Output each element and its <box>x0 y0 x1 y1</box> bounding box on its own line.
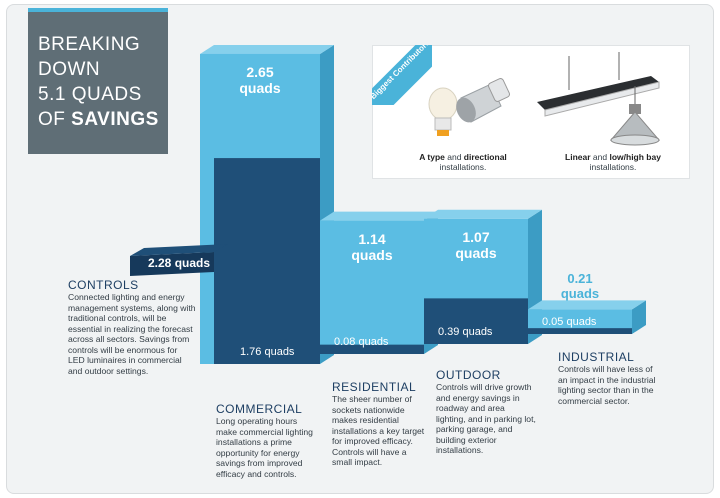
commercial-desc: Long operating hours make commercial lig… <box>216 416 313 479</box>
outdoor-total-unit: quads <box>455 244 497 261</box>
commercial-total-label: 2.65 quads <box>200 64 320 96</box>
controls-desc: Connected lighting and energy management… <box>68 292 196 376</box>
industrial-desc: Controls will have less of an impact in … <box>558 364 656 406</box>
linear-fixture-icon <box>537 52 660 117</box>
title-line-1: BREAKING <box>38 34 141 55</box>
bar-controls-1 <box>320 344 424 354</box>
outdoor-desc: Controls will drive growth and energy sa… <box>436 382 536 455</box>
outdoor-total-label: 1.07 quads <box>424 229 528 261</box>
residential-total-value: 1.14 <box>358 230 386 247</box>
outdoor-total-value: 1.07 <box>462 228 490 245</box>
title-accent-bar <box>28 8 168 12</box>
commercial-total-value: 2.65 <box>246 63 274 80</box>
contributors-illustration <box>428 52 661 146</box>
bar-total-1 <box>320 220 424 354</box>
industrial-title: INDUSTRIAL <box>558 350 635 364</box>
controls-band <box>130 252 214 276</box>
caption-left: A type and directional installations. <box>419 152 507 172</box>
commercial-base-label: 1.76 quads <box>240 346 295 358</box>
title-line-3: 5.1 QUADS <box>38 84 142 105</box>
commercial-title: COMMERCIAL <box>216 402 303 416</box>
caption-right: Linear and low/high bay installations. <box>565 152 661 172</box>
bar-top-1 <box>320 211 438 221</box>
outdoor-title: OUTDOOR <box>436 368 501 382</box>
residential-title: RESIDENTIAL <box>332 380 417 394</box>
commercial-total-unit: quads <box>239 79 281 96</box>
controls-total-label: 2.28 quads <box>148 256 211 270</box>
bar-top-3 <box>528 300 646 310</box>
industrial-total-unit: quads <box>560 286 600 302</box>
high-bay-icon <box>609 86 661 146</box>
controls-title: CONTROLS <box>68 278 139 292</box>
bar-controls-3 <box>528 328 632 334</box>
controls-band-top <box>130 244 228 256</box>
title-line-4: OF SAVINGS <box>38 109 159 130</box>
bar-controls-0 <box>214 158 320 364</box>
bar-top-0 <box>200 44 334 54</box>
residential-base-label: 0.08 quads <box>334 336 389 348</box>
title-box: BREAKING DOWN 5.1 QUADS OF SAVINGS <box>28 12 168 154</box>
residential-desc: The sheer number of sockets nationwide m… <box>332 394 425 467</box>
industrial-base-label: 0.05 quads <box>542 316 597 328</box>
industrial-total-label: 0.21 quads <box>528 271 632 301</box>
industrial-total-value: 0.21 <box>567 271 593 287</box>
bar-side-3 <box>632 300 646 334</box>
title-line-2: DOWN <box>38 59 101 80</box>
bar-controls-2 <box>424 298 528 344</box>
a-type-bulb-icon <box>428 87 458 136</box>
residential-total-unit: quads <box>351 246 393 263</box>
bar-top-2 <box>424 209 542 219</box>
outdoor-base-label: 0.39 quads <box>438 326 493 338</box>
directional-lamp-icon <box>456 78 510 123</box>
residential-total-label: 1.14 quads <box>320 231 424 263</box>
